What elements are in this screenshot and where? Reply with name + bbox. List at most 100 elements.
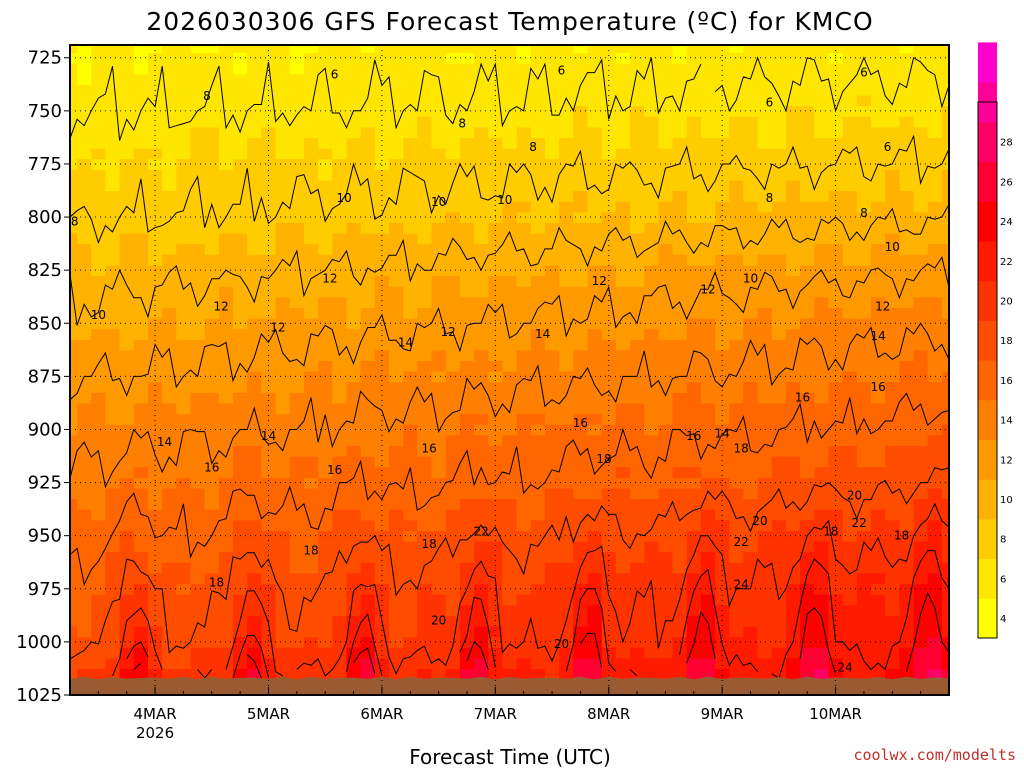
temp-cell <box>417 572 433 585</box>
temp-cell <box>686 169 702 181</box>
temp-cell <box>247 434 262 446</box>
temp-cell <box>176 657 192 669</box>
temp-cell <box>417 222 433 234</box>
temp-cell <box>119 233 135 245</box>
temp-cell <box>204 445 220 457</box>
temp-cell <box>318 392 333 404</box>
temp-cell <box>502 73 518 85</box>
temp-cell <box>474 190 489 202</box>
temp-cell <box>686 434 702 446</box>
temp-cell <box>743 594 759 606</box>
temp-cell <box>828 328 844 340</box>
temp-cell <box>899 233 915 245</box>
temp-cell <box>459 243 475 255</box>
temp-cell <box>729 562 745 574</box>
temp-cell <box>941 604 949 616</box>
temp-cell <box>233 45 248 53</box>
temp-cell <box>856 201 872 213</box>
temp-cell <box>417 392 433 404</box>
temp-cell <box>871 116 886 128</box>
temp-cell <box>700 243 716 255</box>
temp-cell <box>814 52 830 64</box>
temp-cell <box>672 254 688 266</box>
temp-cell <box>871 360 886 372</box>
credit-link[interactable]: coolwx.com/modelts <box>853 746 1016 764</box>
temp-cell <box>148 254 163 266</box>
temp-cell <box>374 328 390 340</box>
temp-cell <box>445 466 461 478</box>
temp-cell <box>389 466 404 478</box>
temp-cell <box>828 307 844 319</box>
temp-cell <box>771 572 787 585</box>
temp-cell <box>445 594 461 606</box>
temp-cell <box>516 360 532 372</box>
temp-cell <box>318 190 333 202</box>
temp-cell <box>459 126 475 138</box>
temp-cell <box>516 328 532 340</box>
temp-cell <box>941 126 949 138</box>
temp-cell <box>332 530 348 542</box>
temp-cell <box>332 137 348 149</box>
temp-cell <box>346 530 362 542</box>
temp-cell <box>771 487 787 500</box>
temp-cell <box>204 179 220 192</box>
temp-cell <box>233 222 248 234</box>
temp-cell <box>814 137 830 149</box>
temp-cell <box>544 63 560 75</box>
temp-cell <box>346 201 362 213</box>
contour-label: 14 <box>715 427 730 441</box>
temp-cell <box>686 530 702 542</box>
temp-cell <box>913 275 929 287</box>
temp-cell <box>346 307 362 319</box>
temp-cell <box>275 286 291 298</box>
temp-cell <box>672 477 688 489</box>
temp-cell <box>148 63 163 75</box>
temp-cell <box>431 519 447 531</box>
temp-cell <box>374 275 390 287</box>
temp-cell <box>389 148 404 160</box>
temp-cell <box>162 158 177 170</box>
temp-cell <box>70 233 78 245</box>
temp-cell <box>771 179 787 192</box>
temp-cell <box>786 477 801 489</box>
temp-cell <box>289 594 305 606</box>
temp-cell <box>885 371 900 383</box>
temp-cell <box>672 604 688 616</box>
temp-cell <box>218 84 234 96</box>
temp-cell <box>516 604 532 616</box>
contour-label: 6 <box>766 95 774 109</box>
temp-cell <box>757 126 773 138</box>
temp-cell <box>800 551 815 563</box>
temp-cell <box>360 668 376 680</box>
temp-cell <box>389 604 404 616</box>
temp-cell <box>856 583 872 595</box>
temp-cell <box>162 222 177 234</box>
temp-cell <box>502 626 518 638</box>
temp-cell <box>218 572 234 585</box>
temp-cell <box>615 392 631 404</box>
temp-cell <box>176 94 192 107</box>
temp-cell <box>247 647 262 659</box>
temp-cell <box>247 318 262 330</box>
temp-cell <box>559 594 574 606</box>
temp-cell <box>176 328 192 340</box>
temp-cell <box>133 84 149 96</box>
temp-cell <box>459 668 475 680</box>
temp-cell <box>190 424 206 436</box>
colorbar-tick-label: 24 <box>1000 217 1013 228</box>
temp-cell <box>488 222 503 234</box>
temp-cell <box>899 392 915 404</box>
temp-cell <box>814 254 830 266</box>
temp-cell <box>828 626 844 638</box>
temp-cell <box>757 413 773 425</box>
temp-cell <box>474 169 489 181</box>
temp-cell <box>530 657 546 669</box>
temp-cell <box>162 328 177 340</box>
temp-cell <box>715 63 730 75</box>
temp-cell <box>814 519 830 531</box>
temp-cell <box>757 275 773 287</box>
temp-cell <box>445 222 461 234</box>
temp-cell <box>729 52 745 64</box>
temp-cell <box>601 275 617 287</box>
